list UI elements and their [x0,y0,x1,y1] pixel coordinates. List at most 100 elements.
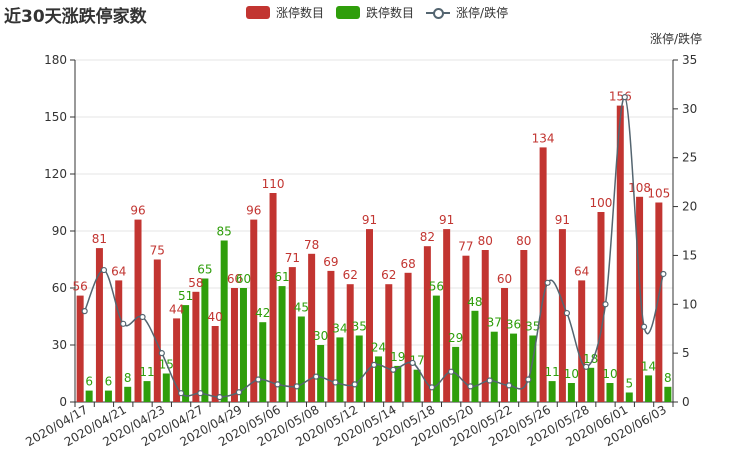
ratio-point [120,320,127,327]
legend-label-down: 跌停数目 [366,6,415,20]
bar-down [471,310,479,402]
bar-down [587,367,595,402]
legend-item-up[interactable]: 涨停数目 [246,4,324,21]
bar-down [201,278,209,402]
bar-up-label: 60 [227,272,242,286]
ratio-point [197,390,204,397]
ratio-point [177,390,185,397]
bar-down [645,375,653,402]
bar-down-label: 37 [487,316,502,330]
ratio-point [293,383,300,390]
bar-down-label: 10 [564,367,579,381]
bar-down-label: 45 [294,301,309,315]
bar-up [115,280,123,402]
bar-down [432,295,440,402]
bar-down-label: 11 [544,365,559,379]
bar-up-label: 64 [111,264,126,278]
right-axis-label: 涨停/跌停 [649,32,702,46]
bar-down-label: 60 [236,272,251,286]
bar-down-label: 56 [429,280,444,294]
ratio-point [563,309,571,317]
bar-down-label: 34 [332,321,347,335]
ratio-point [255,376,262,383]
bar-down [85,390,93,402]
bar-down-label: 85 [217,225,232,239]
ratio-point [621,94,628,101]
y2-tick-label: 5 [682,346,690,360]
bar-up [520,250,528,402]
bar-down-label: 42 [255,306,270,320]
bar-down-label: 6 [85,375,93,389]
bar-down [336,337,344,402]
bar-down-label: 19 [390,350,405,364]
bar-down [510,333,518,402]
ratio-point [274,381,281,388]
ratio-point [602,301,609,308]
bar-up-label: 44 [169,302,184,316]
bar-up-label: 100 [590,196,613,210]
bar-up [462,255,470,402]
ratio-point [409,359,416,367]
ratio-point [660,270,667,278]
bar-up [597,212,605,402]
bar-up [153,259,161,402]
bar-up [558,229,566,402]
ratio-point [467,383,474,390]
legend-item-ratio[interactable]: 涨停/跌停 [426,4,508,21]
bar-up [250,219,258,402]
legend-label-ratio: 涨停/跌停 [456,6,509,20]
ratio-point [583,363,590,370]
bar-down [664,386,672,402]
bar-up-label: 96 [130,204,145,218]
bar-up [95,248,103,402]
bar-up-label: 91 [362,213,377,227]
bar-down-label: 65 [197,263,212,277]
bar-down [625,392,633,402]
y-tick-label: 180 [44,53,67,67]
bar-up [269,193,277,402]
y-tick-label: 150 [44,110,67,124]
bar-down-label: 61 [274,270,289,284]
bar-up-label: 96 [246,204,261,218]
bar-down [182,305,190,402]
bar-down [297,316,305,402]
ratio-point [544,279,551,286]
ratio-point [216,394,223,401]
bar-down-label: 10 [602,367,617,381]
bar-down-label: 51 [178,289,193,303]
ratio-point [428,384,435,391]
bar-down [162,373,170,402]
bar-down-label: 24 [371,340,386,354]
ratio-point [235,389,243,396]
bar-down [548,381,556,402]
bar-up [173,318,181,402]
bar-up [192,291,200,402]
legend-label-up: 涨停数目 [276,6,325,20]
bar-up [578,280,586,402]
bar-down [375,356,382,402]
y2-tick-label: 25 [682,151,697,165]
bar-up [288,267,296,402]
bar-up-label: 80 [478,234,493,248]
bar-down-label: 6 [105,375,113,389]
bar-up-label: 80 [516,234,531,248]
bar-up-label: 77 [458,240,473,254]
ratio-point [81,308,88,315]
y2-tick-label: 10 [682,297,697,311]
y-tick-label: 120 [44,167,67,181]
bar-up [481,250,489,402]
bar-up-label: 91 [555,213,570,227]
bar-down [490,331,498,402]
legend-item-down[interactable]: 跌停数目 [336,4,414,21]
ratio-point [158,350,165,357]
bar-up-label: 82 [420,230,435,244]
bar-down-label: 29 [448,331,463,345]
ratio-point [100,266,108,274]
bar-down-label: 30 [313,329,328,343]
legend[interactable]: 涨停数目 跌停数目 涨停/跌停 [246,4,508,21]
bar-down [143,381,151,402]
bar-up-label: 71 [285,251,300,265]
bar-up-label: 60 [497,272,512,286]
bar-down-label: 35 [525,320,540,334]
